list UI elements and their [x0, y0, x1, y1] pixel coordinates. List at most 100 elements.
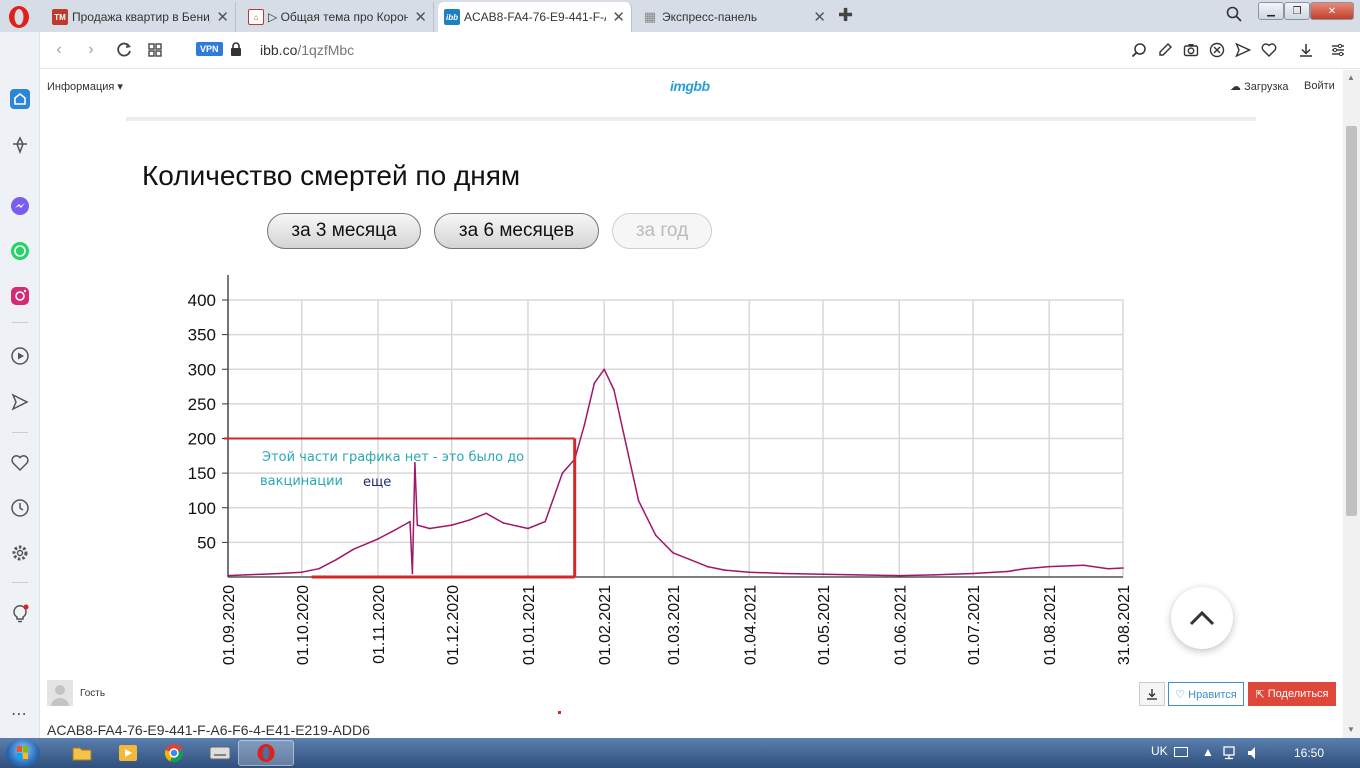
vpn-badge[interactable]: VPN	[196, 42, 223, 56]
new-tab-plus-icon[interactable]: ✚	[838, 5, 854, 25]
imgbb-logo[interactable]: imgbb	[670, 78, 710, 94]
download-icon[interactable]	[1298, 42, 1314, 58]
start-button[interactable]	[6, 739, 40, 767]
show-hidden-icons-icon[interactable]: ▲	[1202, 745, 1214, 759]
scroll-down-arrow-icon[interactable]: ▼	[1347, 725, 1355, 734]
url-path: /1qzfMbc	[297, 42, 355, 58]
url-field[interactable]: ibb.co/1qzfMbc	[260, 42, 354, 58]
more-dots-icon[interactable]: ⋯	[11, 706, 27, 723]
minimize-icon[interactable]: ▁	[1258, 2, 1284, 20]
close-tab-icon[interactable]: ✕	[612, 9, 625, 26]
ibb-favicon-icon: ibb	[444, 9, 460, 25]
adblock-icon[interactable]	[1209, 42, 1225, 58]
search-tabs-icon[interactable]	[1226, 6, 1242, 22]
send-icon[interactable]	[1235, 42, 1251, 58]
search-page-icon[interactable]	[1131, 42, 1147, 58]
x-tick-label: 01.11.2020	[371, 585, 388, 664]
forward-icon[interactable]: ›	[88, 41, 94, 58]
share-button[interactable]: ⇱ Поделиться	[1248, 682, 1336, 706]
speed-dial-icon[interactable]	[10, 135, 30, 155]
user-silhouette-icon	[51, 685, 69, 706]
annotation-line-1: Этой части графика нет - это было до	[262, 450, 525, 465]
lock-icon[interactable]	[230, 42, 242, 56]
data-point	[1048, 565, 1051, 568]
close-tab-icon[interactable]: ✕	[813, 9, 826, 26]
close-tab-icon[interactable]: ✕	[414, 9, 427, 26]
whatsapp-icon[interactable]	[10, 241, 30, 261]
range-year-button[interactable]: за год	[612, 213, 712, 249]
network-icon[interactable]	[1223, 746, 1239, 760]
y-tick-label: 100	[188, 499, 216, 518]
keyboard-taskbar-button[interactable]	[192, 740, 248, 766]
data-point	[561, 472, 564, 474]
deaths-line-chart: 400 350 300 250 200 150 100 50 01.09.2020 01.10.2…	[188, 275, 1133, 665]
upload-link[interactable]: ☁ Загрузка	[1230, 80, 1289, 93]
clock[interactable]: 16:50	[1294, 746, 1325, 760]
scroll-up-arrow-icon[interactable]: ▲	[1347, 73, 1355, 82]
annotation-line-2: вакцинации	[260, 474, 343, 489]
data-point	[1006, 570, 1009, 573]
tips-bulb-icon[interactable]	[10, 604, 30, 624]
grid-icon: ▦	[643, 9, 657, 24]
home-icon[interactable]	[10, 89, 30, 109]
windows-logo-icon	[17, 746, 28, 759]
messenger-icon[interactable]	[10, 196, 30, 216]
explorer-taskbar-button[interactable]	[54, 740, 110, 766]
like-button[interactable]: ♡ Нравится	[1168, 682, 1244, 706]
tab-0[interactable]: TM Продажа квартир в Бенид ✕	[46, 2, 236, 32]
opera-logo-icon[interactable]	[7, 5, 31, 29]
maximize-icon[interactable]: ❐	[1284, 2, 1310, 20]
x-tick-label: 01.10.2020	[295, 585, 312, 665]
download-image-button[interactable]	[1139, 682, 1165, 706]
instagram-icon[interactable]	[10, 286, 30, 306]
tab-grid-icon[interactable]	[146, 41, 164, 59]
easy-setup-icon[interactable]	[1330, 42, 1346, 58]
close-tab-icon[interactable]: ✕	[216, 9, 229, 26]
volume-icon[interactable]	[1247, 746, 1261, 760]
info-menu[interactable]: Информация ▾	[47, 80, 123, 93]
edit-icon[interactable]	[1157, 42, 1173, 58]
tab-1[interactable]: ⌂ ▷ Общая тема про Корон ✕	[242, 2, 434, 32]
player-icon[interactable]	[10, 346, 30, 366]
bookmarks-heart-icon[interactable]	[10, 453, 30, 473]
opera-taskbar-button[interactable]	[238, 740, 294, 766]
data-point	[822, 573, 824, 576]
upload-label: Загрузка	[1244, 81, 1289, 93]
data-point	[244, 574, 247, 576]
y-tick-label: 350	[188, 326, 216, 345]
settings-gear-icon[interactable]	[10, 543, 30, 563]
annotation-line-3: еще	[363, 475, 392, 490]
guest-name[interactable]: Гость	[80, 688, 106, 699]
history-clock-icon[interactable]	[10, 498, 30, 518]
page-scrollbar[interactable]: ▲ ▼	[1343, 70, 1360, 738]
flow-send-icon[interactable]	[10, 392, 30, 412]
cloud-upload-icon: ☁	[1230, 81, 1241, 93]
guest-avatar[interactable]	[47, 680, 73, 706]
keyboard-icon	[209, 746, 231, 760]
folder-icon	[72, 747, 92, 761]
close-window-icon[interactable]: ✕	[1310, 2, 1354, 20]
chrome-taskbar-button[interactable]	[146, 740, 202, 766]
keyboard-layout-icon[interactable]	[1174, 747, 1188, 759]
y-tick-label: 300	[188, 360, 216, 379]
login-link[interactable]: Войти	[1304, 80, 1335, 92]
scroll-to-top-button[interactable]	[1171, 587, 1233, 649]
back-icon[interactable]: ‹	[56, 41, 62, 58]
tab-3[interactable]: ▦ Экспресс-панель ✕	[636, 2, 832, 32]
range-3-months-button[interactable]: за 3 месяца	[267, 213, 421, 249]
x-tick-label: 01.03.2021	[666, 585, 683, 665]
range-6-months-button[interactable]: за 6 месяцев	[434, 213, 599, 249]
data-point	[689, 558, 692, 561]
scrollbar-thumb[interactable]	[1346, 126, 1357, 516]
reload-icon[interactable]	[115, 41, 133, 59]
heart-icon[interactable]	[1261, 42, 1277, 58]
language-indicator[interactable]: UK	[1151, 744, 1168, 758]
tab-2-active[interactable]: ibb ACAB8-FA4-76-E9-441-F-A ✕	[438, 2, 632, 32]
camera-icon[interactable]	[1183, 42, 1199, 58]
y-tick-label: 200	[188, 430, 216, 449]
media-player-taskbar-button[interactable]	[100, 740, 156, 766]
y-tick-label: 250	[188, 395, 216, 414]
tab-title: ACAB8-FA4-76-E9-441-F-A	[464, 10, 607, 24]
data-point	[613, 389, 615, 391]
x-tick-label: 01.06.2021	[892, 585, 909, 665]
